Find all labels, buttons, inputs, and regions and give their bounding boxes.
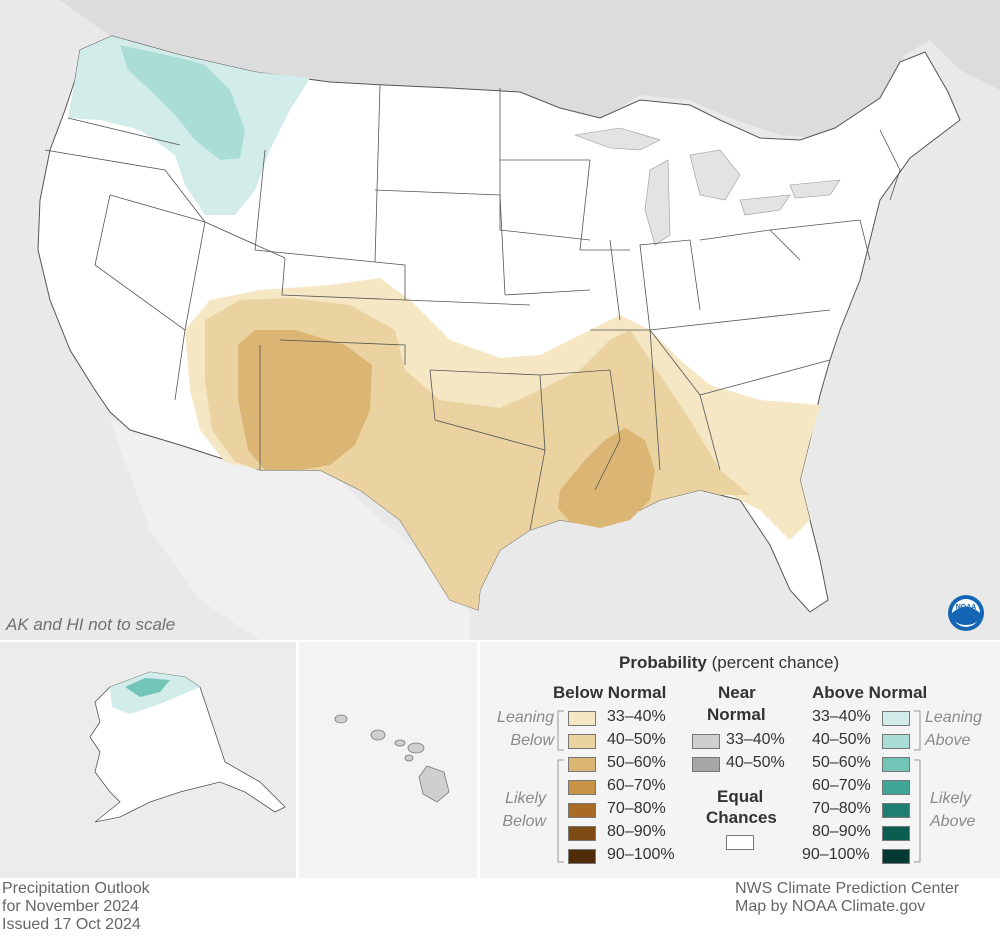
footer-title: Precipitation Outlook	[2, 880, 150, 897]
above-swatch-2	[882, 757, 910, 772]
hawaii-svg	[334, 714, 450, 803]
below-50-sw	[238, 330, 372, 470]
footer-right: NWS Climate Prediction Center Map by NOA…	[735, 880, 959, 916]
below-label-4: 70–80%	[607, 800, 666, 817]
hawaii-inset	[299, 642, 477, 878]
below-swatch-4	[568, 803, 596, 818]
above-swatch-6	[882, 849, 910, 864]
near-normal-header-1: Near	[718, 683, 756, 702]
equal-chances-swatch	[726, 835, 754, 850]
canada-land	[0, 0, 1000, 140]
footer-credit: Map by NOAA Climate.gov	[735, 898, 926, 915]
near-swatch-0	[692, 734, 720, 749]
below-label-3: 60–70%	[607, 777, 666, 794]
above-swatch-0	[882, 711, 910, 726]
equal-chances-line1: Equal	[717, 787, 764, 806]
below-label-5: 80–90%	[607, 823, 666, 840]
above-label-4: 70–80%	[812, 800, 871, 817]
above-label-6: 90–100%	[802, 846, 870, 863]
great-lakes	[573, 127, 841, 246]
likely-above-label: Likely Above	[930, 790, 976, 830]
state-boundaries	[44, 84, 901, 531]
legend: Probability (percent chance) Below Norma…	[480, 642, 1000, 878]
below-label-6: 90–100%	[607, 846, 675, 863]
below-label-2: 50–60%	[607, 754, 666, 771]
above-swatch-4	[882, 803, 910, 818]
near-label-1: 40–50%	[726, 754, 785, 771]
above-brackets	[914, 710, 921, 863]
alaska-inset	[0, 642, 296, 878]
above-label-2: 50–60%	[812, 754, 871, 771]
near-label-0: 33–40%	[726, 731, 785, 748]
legend-title: Probability (percent chance)	[619, 653, 839, 673]
leaning-below-label: Leaning Below	[497, 709, 554, 749]
below-brackets	[557, 710, 564, 863]
below-swatch-5	[568, 826, 596, 841]
below-swatch-0	[568, 711, 596, 726]
above-swatch-1	[882, 734, 910, 749]
below-swatch-1	[568, 734, 596, 749]
legend-title-rest: (percent chance)	[706, 653, 840, 672]
scale-note: AK and HI not to scale	[6, 615, 176, 634]
above-swatch-5	[882, 826, 910, 841]
below-normal-header: Below Normal	[553, 683, 667, 702]
above-normal-header: Above Normal	[812, 683, 928, 702]
equal-chances-line2: Chances	[706, 808, 777, 827]
above-label-5: 80–90%	[812, 823, 871, 840]
hawaii-islands	[334, 714, 450, 803]
near-swatch-1	[692, 757, 720, 772]
footer-issued: Issued 17 Oct 2024	[2, 916, 141, 933]
footer-source: NWS Climate Prediction Center	[735, 880, 960, 897]
legend-title-bold: Probability	[619, 653, 707, 672]
noaa-logo-text: NOAA	[956, 604, 977, 611]
below-label-1: 40–50%	[607, 731, 666, 748]
conus-map: NOAA AK and HI not to scale	[0, 0, 1000, 640]
mexico-land	[110, 420, 470, 640]
above-label-3: 60–70%	[812, 777, 871, 794]
below-swatch-3	[568, 780, 596, 795]
above-lean-nw-core	[120, 45, 245, 160]
above-label-0: 33–40%	[812, 708, 871, 725]
below-swatch-2	[568, 757, 596, 772]
above-swatch-3	[882, 780, 910, 795]
footer-left: Precipitation Outlook for November 2024 …	[2, 880, 150, 934]
noaa-logo: NOAA	[948, 595, 984, 631]
below-50-gulf	[558, 428, 655, 528]
alaska-above-core	[125, 678, 170, 697]
likely-below-label: Likely Below	[502, 790, 546, 830]
alaska-svg	[89, 671, 286, 823]
below-swatch-6	[568, 849, 596, 864]
near-normal-header-2: Normal	[707, 705, 766, 724]
leaning-above-label: Leaning Above	[925, 709, 982, 749]
above-label-1: 40–50%	[812, 731, 871, 748]
conus-map-svg: NOAA	[0, 0, 1000, 640]
footer-period: for November 2024	[2, 898, 139, 915]
below-label-0: 33–40%	[607, 708, 666, 725]
